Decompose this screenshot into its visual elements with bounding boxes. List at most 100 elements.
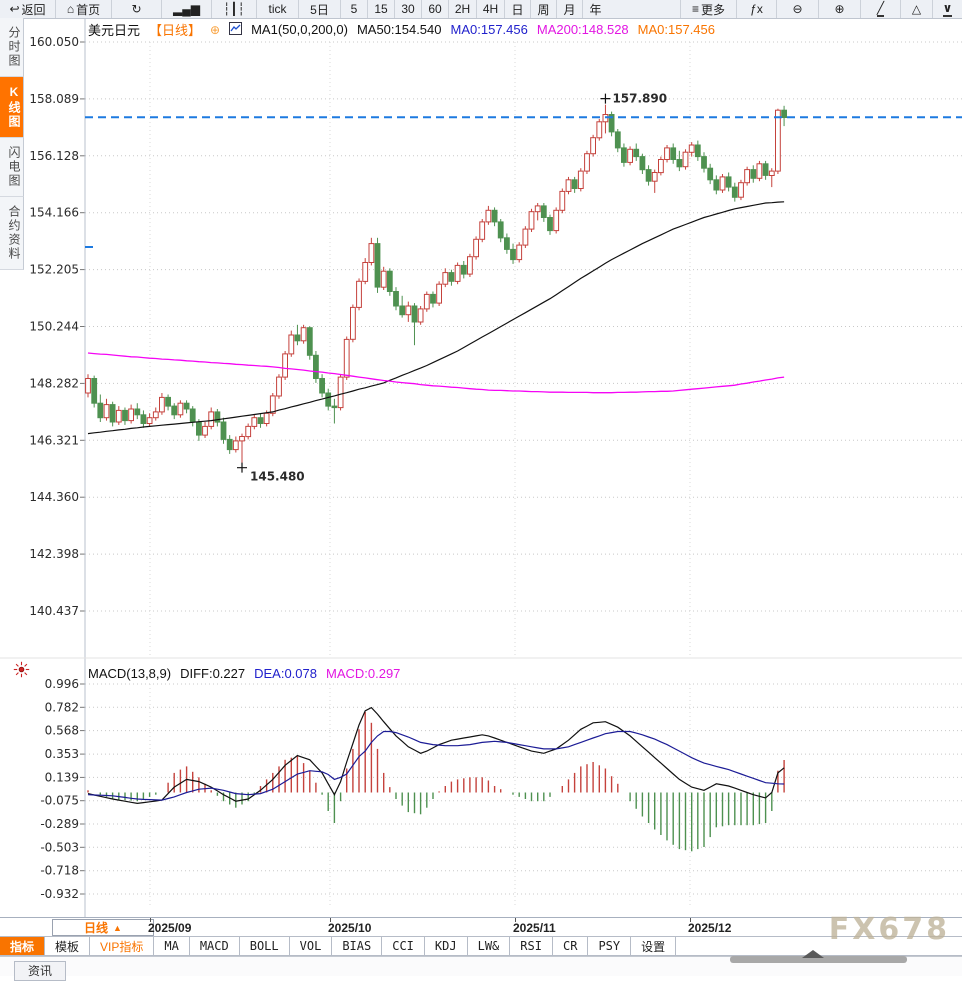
tf-60[interactable]: 60 xyxy=(421,0,448,18)
date-tick xyxy=(515,918,516,922)
home-button[interactable]: ⌂ 首页 xyxy=(55,0,111,18)
zoom-in-button[interactable]: ⊕ xyxy=(818,0,860,18)
tf-month[interactable]: 月 xyxy=(556,0,582,18)
home-icon: ⌂ xyxy=(66,2,75,16)
indicator-vol[interactable]: VOL xyxy=(290,937,333,955)
tf-year[interactable]: 年 xyxy=(582,0,608,18)
sidebar-item-lightning-chart[interactable]: 闪电图 xyxy=(0,138,24,197)
shapes-button[interactable]: △ xyxy=(900,0,932,18)
tab-templates[interactable]: 模板 xyxy=(45,937,91,955)
macd-y-axis-label: -0.289 xyxy=(40,817,79,831)
indicator-ma[interactable]: MA xyxy=(154,937,190,955)
macd-config-label: MACD(13,8,9) xyxy=(88,666,172,681)
horizontal-scrollbar[interactable] xyxy=(730,950,907,963)
y-axis-label: 146.321 xyxy=(29,433,79,447)
low-price-label: 145.480 xyxy=(250,470,305,484)
indicator-settings-sun-icon[interactable] xyxy=(13,661,30,683)
add-indicator-icon[interactable]: ⊕ xyxy=(210,22,221,37)
indicator-cci[interactable]: CCI xyxy=(382,937,425,955)
home-button-label: 首页 xyxy=(76,2,101,17)
tf-2h[interactable]: 2H xyxy=(448,0,476,18)
period-selector-button[interactable]: 日线 ▲ xyxy=(52,919,154,936)
settings-button[interactable]: 设置 xyxy=(631,937,677,955)
date-label: 2025/11 xyxy=(513,921,556,935)
indicator-bias[interactable]: BIAS xyxy=(332,937,383,955)
scrollbar-triangle-icon[interactable] xyxy=(802,950,824,958)
indicators-button[interactable]: ┆┃┆ xyxy=(211,0,256,18)
tf-5[interactable]: 5 xyxy=(340,0,367,18)
indicator-boll[interactable]: BOLL xyxy=(240,937,290,955)
triangle-icon: △ xyxy=(911,2,922,16)
tf-day-label: 日 xyxy=(511,2,524,17)
top-toolbar: ↩ 返回 ⌂ 首页 ↻ ▂▄▆ ┆┃┆ tick 5日 5 15 30 60 2H 4H 日周月年 ≡ 更多 ƒx ⊖… xyxy=(0,0,962,19)
diff-value: DIFF:0.227 xyxy=(180,666,246,681)
sidebar-item-contract-info[interactable]: 合约资料 xyxy=(0,197,24,270)
period-selector-label: 日线 xyxy=(84,921,109,935)
ma200-value: MA200:148.528 xyxy=(536,22,629,37)
vip-indicators-button[interactable]: VIP指标 xyxy=(90,937,155,955)
ma0-orange-value: MA0:157.456 xyxy=(637,22,715,37)
draw-button[interactable]: ╱ xyxy=(860,0,900,18)
ma-config-label: MA1(50,0,200,0) xyxy=(251,22,348,37)
indicator-lwr[interactable]: LW& xyxy=(468,937,511,955)
macd-title-bar: MACD(13,8,9) DIFF:0.227 DEA:0.078 MACD:0… xyxy=(88,666,400,681)
indicator-cr[interactable]: CR xyxy=(553,937,589,955)
date-label: 2025/09 xyxy=(148,921,192,935)
tf-15[interactable]: 15 xyxy=(367,0,394,18)
tf-4h-label: 4H xyxy=(482,2,499,16)
tf-2h-label: 2H xyxy=(454,2,471,16)
back-button-label: 返回 xyxy=(21,2,46,17)
macd-y-axis-label: 0.996 xyxy=(45,677,79,691)
back-button[interactable]: ↩ 返回 xyxy=(0,0,55,18)
more-button[interactable]: ≡ 更多 xyxy=(680,0,736,18)
date-label: 2025/12 xyxy=(688,921,732,935)
refresh-button[interactable]: ↻ xyxy=(111,0,161,18)
date-axis: 日线 ▲ 2025/09 2025/10 2025/11 2025/12 xyxy=(0,917,962,937)
chart-type-sidebar: 分时图 K线图 闪电图 合约资料 xyxy=(0,18,25,270)
sidebar-item-kline-chart[interactable]: K线图 xyxy=(0,77,24,138)
tf-day[interactable]: 日 xyxy=(504,0,530,18)
zoom-out-button[interactable]: ⊖ xyxy=(776,0,818,18)
tf-week[interactable]: 周 xyxy=(530,0,556,18)
tf-5d[interactable]: 5日 xyxy=(298,0,340,18)
chart-title-bar: 美元日元 【日线】 ⊕ MA1(50,0,200,0) MA50:154.540… xyxy=(88,20,715,39)
indicator-macd[interactable]: MACD xyxy=(190,937,240,955)
sidebar-item-time-chart[interactable]: 分时图 xyxy=(0,18,24,77)
tab-indicators[interactable]: 指标 xyxy=(0,937,46,955)
zoom-in-icon: ⊕ xyxy=(834,2,845,16)
indicator-rsi[interactable]: RSI xyxy=(510,937,553,955)
symbol-name: 美元日元 xyxy=(88,23,141,38)
bar-chart-icon: ▂▄▆ xyxy=(173,2,200,16)
tf-15-label: 15 xyxy=(374,2,388,16)
date-tick xyxy=(690,918,691,922)
indicator-psy[interactable]: PSY xyxy=(588,937,632,955)
low-cross-marker xyxy=(237,462,247,473)
fx-icon: ƒx xyxy=(750,2,763,16)
macd-y-axis-label: 0.139 xyxy=(45,770,79,784)
macd-y-axis-label: -0.718 xyxy=(40,864,79,878)
tf-5d-label: 5日 xyxy=(310,2,329,17)
y-axis-label: 152.205 xyxy=(29,263,79,277)
indicator-kdj[interactable]: KDJ xyxy=(425,937,468,955)
tf-4h[interactable]: 4H xyxy=(476,0,504,18)
y-axis-label: 148.282 xyxy=(29,376,79,390)
collapse-button[interactable]: ∨ xyxy=(932,0,962,18)
news-tab[interactable]: 资讯 xyxy=(14,961,66,981)
chart-style-button[interactable]: ▂▄▆ xyxy=(161,0,211,18)
zoom-out-icon: ⊖ xyxy=(792,2,803,16)
y-axis-label: 158.089 xyxy=(29,92,79,106)
y-axis-label: 144.360 xyxy=(29,490,79,504)
tf-30[interactable]: 30 xyxy=(394,0,421,18)
tf-30-label: 30 xyxy=(401,2,415,16)
y-axis-label: 142.398 xyxy=(29,547,79,561)
tf-60-label: 60 xyxy=(428,2,442,16)
bottom-strip: 资讯 xyxy=(0,950,962,981)
fx-button[interactable]: ƒx xyxy=(736,0,776,18)
period-tag: 【日线】 xyxy=(149,23,202,38)
tf-month-label: 月 xyxy=(563,2,576,17)
tf-tick[interactable]: tick xyxy=(256,0,298,18)
pencil-icon: ╱ xyxy=(876,0,885,17)
macd-value: MACD:0.297 xyxy=(325,666,401,681)
refresh-icon: ↻ xyxy=(131,2,142,16)
